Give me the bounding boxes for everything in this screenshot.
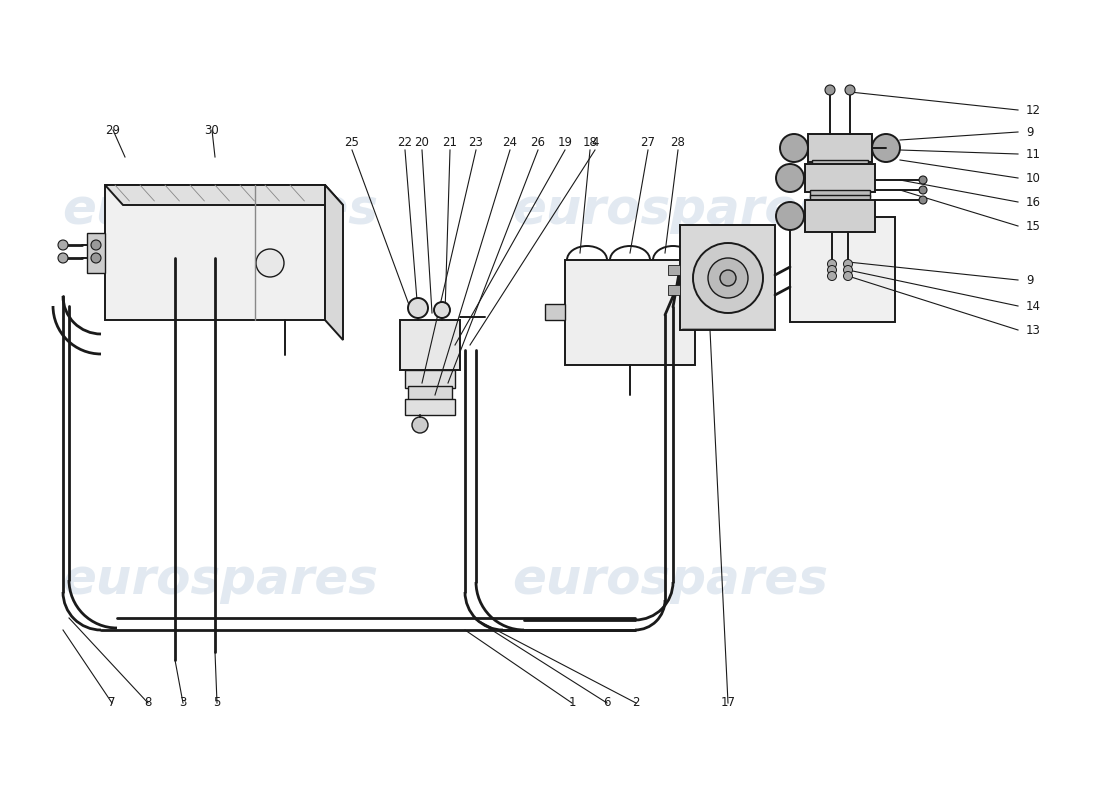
Text: 22: 22 (397, 135, 412, 149)
Text: 2: 2 (632, 697, 640, 710)
Circle shape (918, 176, 927, 184)
Text: eurospares: eurospares (512, 186, 828, 234)
Bar (87, 233, 104, 273)
Circle shape (776, 164, 804, 192)
Text: 30: 30 (205, 123, 219, 137)
Text: 15: 15 (1026, 219, 1041, 233)
Circle shape (720, 270, 736, 286)
Bar (810, 190, 870, 197)
Circle shape (844, 259, 852, 269)
Text: 14: 14 (1026, 299, 1041, 313)
Bar (810, 195, 870, 202)
Text: 19: 19 (558, 135, 572, 149)
Text: 25: 25 (344, 135, 360, 149)
Text: 20: 20 (415, 135, 429, 149)
Text: 26: 26 (530, 135, 546, 149)
Circle shape (844, 266, 852, 274)
Bar (790, 217, 895, 322)
Text: 6: 6 (603, 697, 611, 710)
Bar (805, 200, 874, 232)
Text: 29: 29 (106, 123, 121, 137)
Circle shape (434, 302, 450, 318)
Circle shape (408, 298, 428, 318)
Circle shape (58, 253, 68, 263)
Text: eurospares: eurospares (62, 186, 378, 234)
Text: 3: 3 (179, 697, 187, 710)
Circle shape (825, 85, 835, 95)
Circle shape (827, 259, 836, 269)
Text: 23: 23 (469, 135, 483, 149)
Circle shape (693, 243, 763, 313)
Bar (405, 399, 455, 415)
Text: 27: 27 (640, 135, 656, 149)
Circle shape (412, 417, 428, 433)
Text: 9: 9 (1026, 126, 1034, 138)
Bar (680, 225, 775, 330)
Text: 13: 13 (1026, 323, 1041, 337)
Bar (805, 164, 874, 192)
Polygon shape (104, 185, 343, 205)
Bar (812, 160, 868, 167)
Circle shape (91, 253, 101, 263)
Circle shape (827, 271, 836, 281)
Text: 21: 21 (442, 135, 458, 149)
Circle shape (827, 266, 836, 274)
Text: eurospares: eurospares (512, 556, 828, 604)
Circle shape (918, 186, 927, 194)
Polygon shape (324, 185, 343, 340)
Text: 24: 24 (503, 135, 517, 149)
Text: 1: 1 (569, 697, 575, 710)
Text: 28: 28 (671, 135, 685, 149)
Text: 12: 12 (1026, 103, 1041, 117)
Text: 11: 11 (1026, 147, 1041, 161)
Circle shape (708, 258, 748, 298)
Bar (668, 265, 680, 275)
Bar (808, 134, 872, 162)
Text: 17: 17 (720, 697, 736, 710)
Circle shape (256, 249, 284, 277)
Bar (668, 285, 680, 295)
Text: 9: 9 (1026, 274, 1034, 286)
Circle shape (872, 134, 900, 162)
Circle shape (845, 85, 855, 95)
Circle shape (780, 134, 808, 162)
Bar (408, 386, 452, 400)
Circle shape (918, 196, 927, 204)
Bar (405, 370, 455, 388)
Text: 4: 4 (592, 135, 598, 149)
Bar (400, 320, 460, 370)
Text: 10: 10 (1026, 171, 1041, 185)
Circle shape (58, 240, 68, 250)
Circle shape (844, 271, 852, 281)
Circle shape (91, 240, 101, 250)
Text: 8: 8 (144, 697, 152, 710)
Bar (104, 185, 324, 320)
Bar (565, 260, 695, 365)
Text: 7: 7 (108, 697, 115, 710)
Circle shape (776, 202, 804, 230)
Text: 18: 18 (583, 135, 597, 149)
Bar (544, 304, 565, 320)
Text: eurospares: eurospares (62, 556, 378, 604)
Text: 5: 5 (213, 697, 221, 710)
Text: 16: 16 (1026, 195, 1041, 209)
